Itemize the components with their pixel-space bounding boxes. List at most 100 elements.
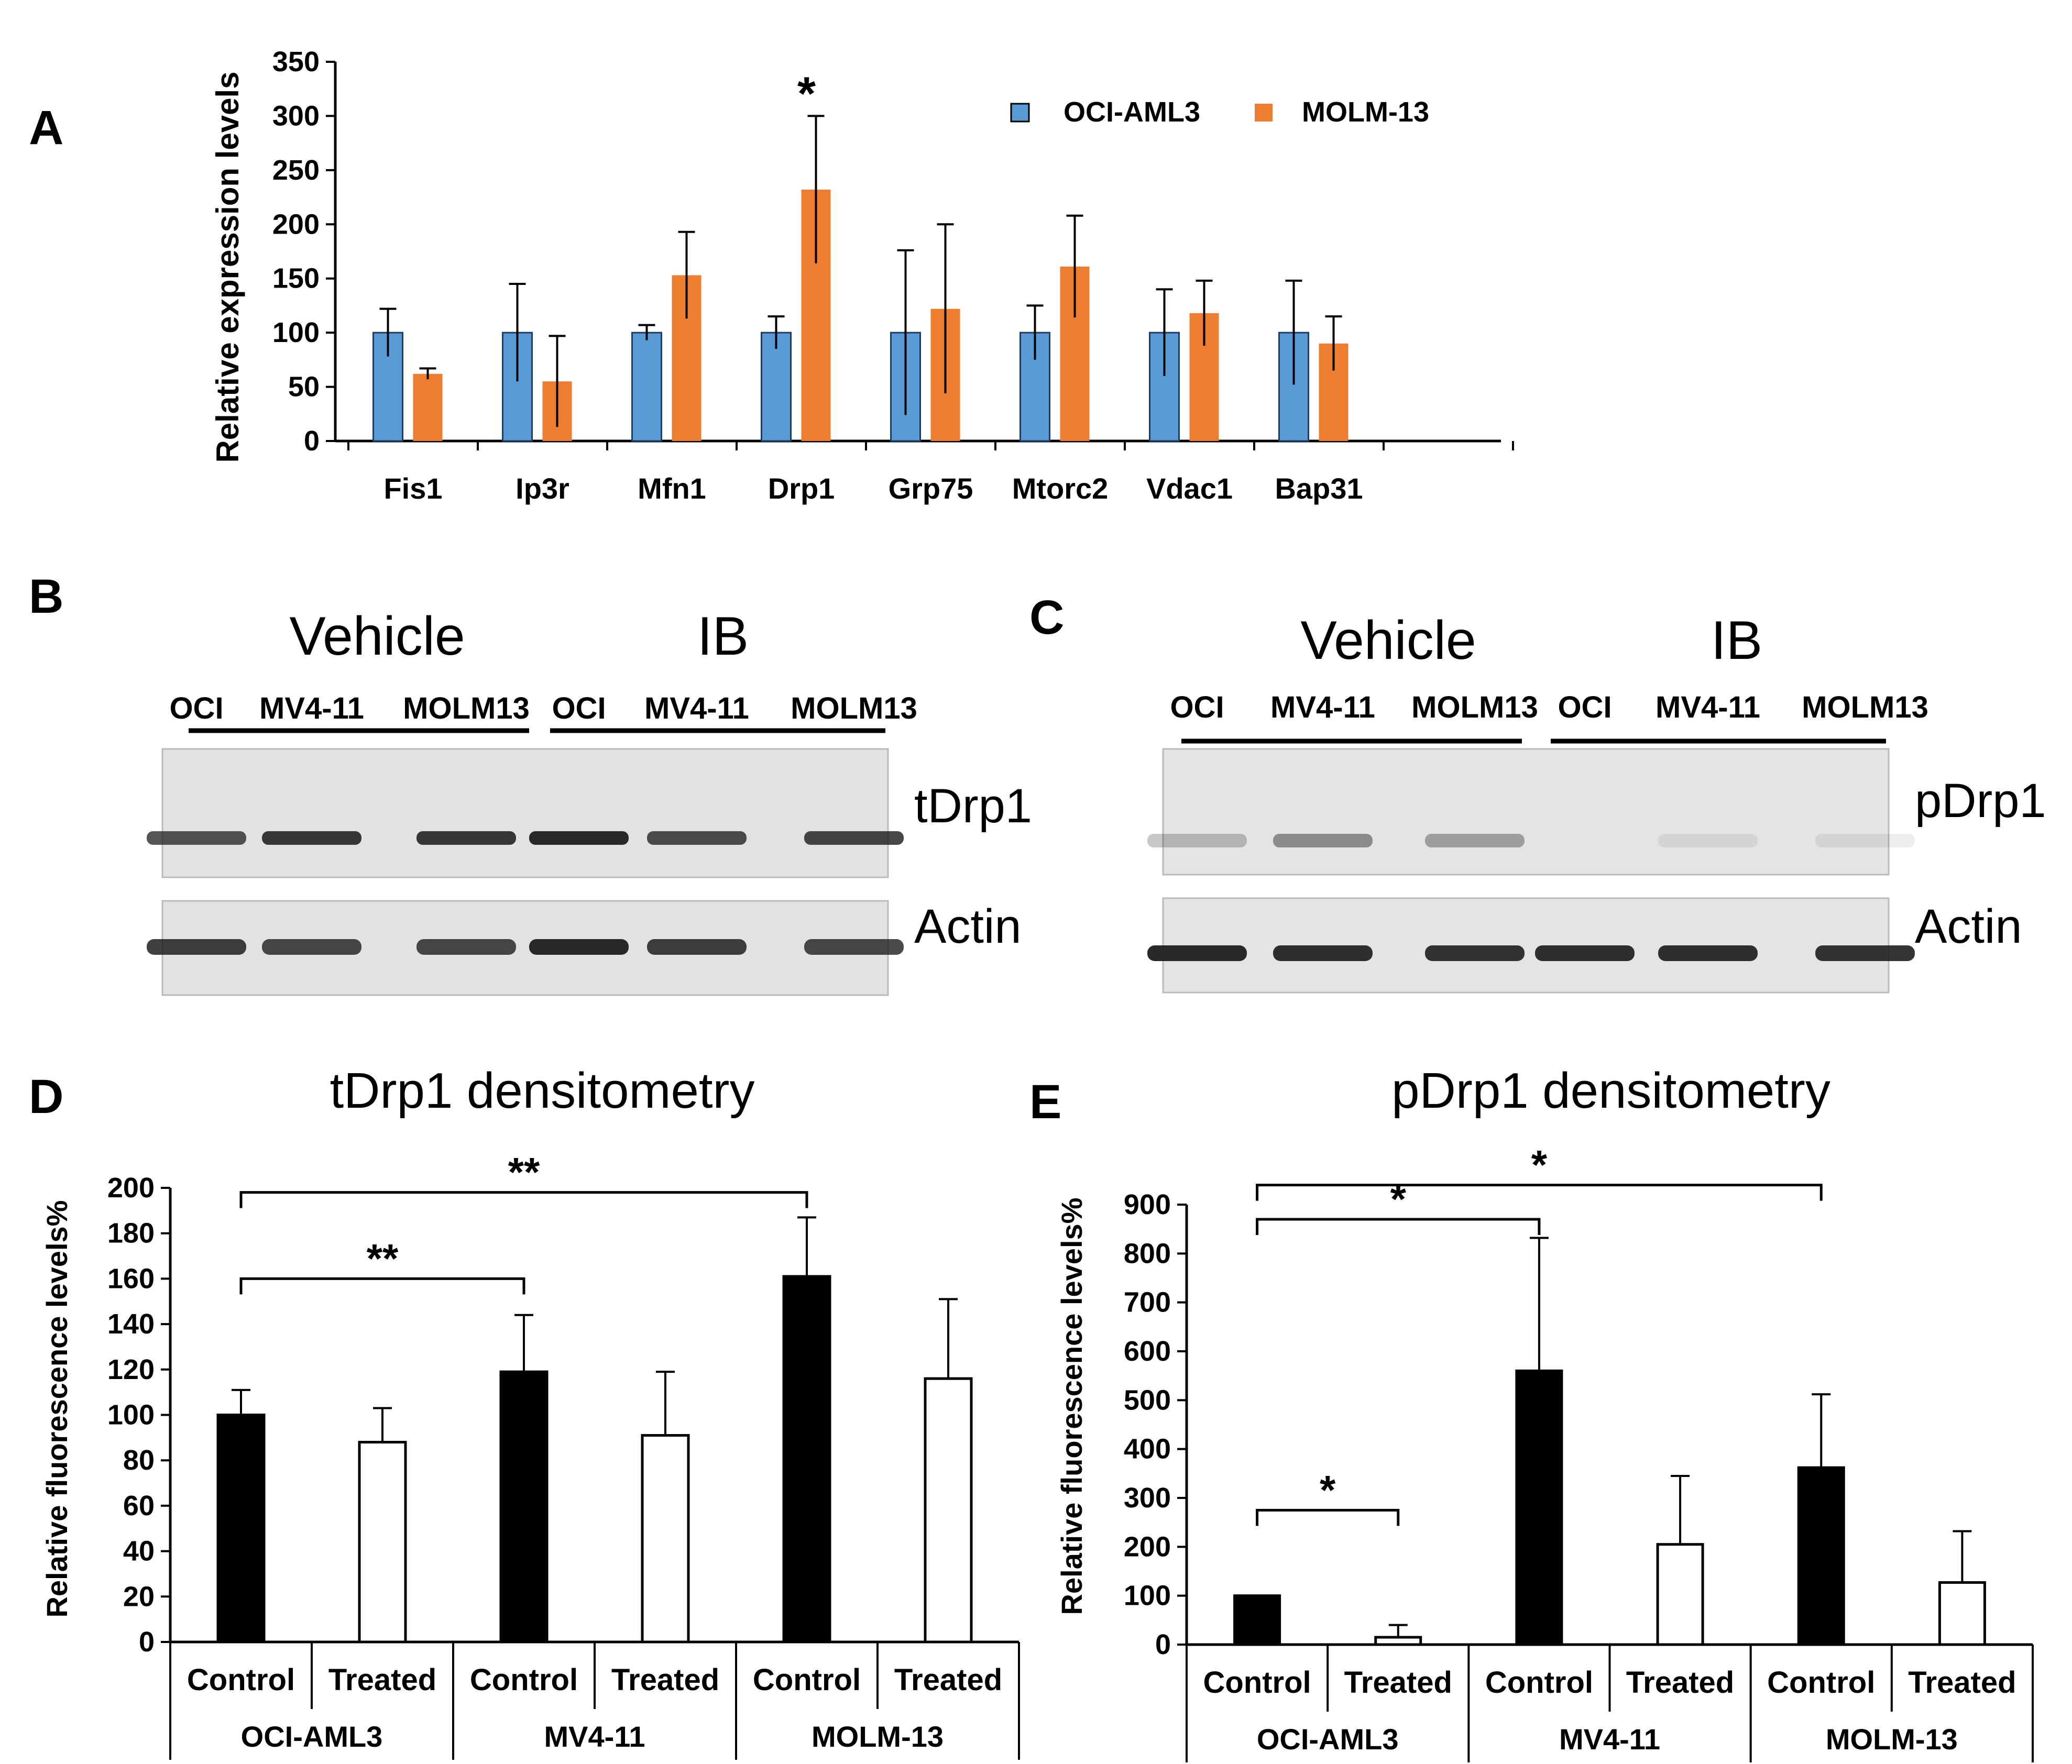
chart-a-ytick-label: 100: [272, 317, 320, 348]
blot-b-band-actin: [529, 939, 629, 955]
blot-c-band-actin: [1815, 945, 1915, 961]
legend-label-molm-13: MOLM-13: [1302, 96, 1429, 128]
chart-d: tDrp1 densitometry Relative fluorescence…: [40, 1063, 1020, 1760]
chart-e-ylabel: Relative fluorescence levels%: [1055, 1198, 1088, 1615]
chart-e-group-label: MV4-11: [1559, 1723, 1660, 1756]
chart-d-ytick-label: 60: [123, 1490, 155, 1522]
blot-c-band-row1: [1815, 834, 1915, 847]
chart-d-category-label: Treated: [894, 1663, 1002, 1697]
chart-e-bar-treated: [1374, 1636, 1422, 1646]
chart-e-significance-label: *: [1390, 1176, 1407, 1222]
chart-a: Relative expression levels 0 50 100 150 200 2…: [210, 46, 1514, 505]
chart-a-category-label: Mtorc2: [1012, 472, 1109, 505]
chart-d-significance-label: **: [367, 1235, 399, 1281]
chart-e: pDrp1 densitometry Relative fluorescence…: [1055, 1063, 2034, 1762]
chart-e-significance-label: *: [1320, 1467, 1336, 1513]
chart-e-significance-bracket: [1256, 1508, 1400, 1526]
blot-b-band-row1: [147, 831, 246, 845]
chart-e-significance-bracket: [1256, 1184, 1823, 1201]
chart-e-group-label: OCI-AML3: [1257, 1723, 1399, 1756]
chart-d-bar-control: [782, 1275, 831, 1644]
blot-b-band-actin: [647, 939, 747, 955]
chart-a-category-label: Ip3r: [516, 472, 569, 505]
chart-e-category-label: Control: [1767, 1666, 1875, 1700]
chart-d-ytick-label: 120: [107, 1354, 155, 1385]
chart-d-ytick-label: 140: [107, 1308, 155, 1340]
blot-c-lane-label: MOLM13: [1802, 690, 1928, 724]
chart-e-bar-treated: [1938, 1581, 1986, 1646]
chart-a-category-label: Bap31: [1275, 472, 1363, 505]
chart-e-category-label: Control: [1485, 1666, 1593, 1700]
blot-c-ib-label: IB: [1711, 610, 1762, 671]
blot-b-lane-label: OCI: [552, 691, 606, 725]
blot-c-membrane-2: [1162, 897, 1890, 994]
chart-e-ytick-label: 800: [1124, 1238, 1171, 1269]
blot-b-lane-label: MOLM13: [403, 691, 530, 725]
chart-e-bar-treated: [1656, 1543, 1704, 1646]
chart-a-category-label: Vdac1: [1146, 472, 1233, 505]
blot-c: Vehicle IB OCI MV4-11 MOLM13 OCI MV4-11 MOLM1…: [1147, 610, 2046, 994]
blot-b-row1-label: tDrp1: [914, 779, 1032, 833]
chart-e-ytick-label: 100: [1124, 1580, 1171, 1612]
chart-e-significance-label: *: [1531, 1142, 1548, 1188]
chart-a-category-label: Drp1: [768, 472, 835, 505]
panel-label-c: C: [1029, 591, 1064, 644]
chart-a-ytick-label: 200: [272, 208, 320, 240]
chart-d-bar-control: [216, 1414, 266, 1644]
blot-c-lane-label: MV4-11: [1270, 690, 1375, 724]
chart-a-ytick-label: 0: [304, 425, 320, 457]
chart-e-group-label: MOLM-13: [1826, 1723, 1958, 1756]
chart-a-category-label: Mfn1: [638, 472, 706, 505]
blot-c-band-row1: [1658, 834, 1758, 847]
chart-e-bar-control: [1797, 1466, 1845, 1646]
blot-b-row2-label: Actin: [914, 900, 1022, 953]
blot-c-band-row1: [1425, 834, 1525, 847]
blot-c-row1-label: pDrp1: [1915, 774, 2046, 828]
chart-d-significance-bracket: [239, 1277, 525, 1295]
chart-a-ytick-label: 150: [272, 263, 320, 294]
blot-b-lane-label: MOLM13: [791, 691, 917, 725]
chart-a-bar-oci-aml3: [1019, 332, 1050, 442]
chart-d-bar-treated: [641, 1434, 690, 1644]
chart-d-ytick-label: 80: [123, 1445, 155, 1476]
blot-b-membrane-1: [161, 748, 889, 878]
chart-a-legend: OCI-AML3 MOLM-13: [1010, 96, 1429, 128]
chart-e-ytick-label: 400: [1124, 1434, 1171, 1465]
chart-d-bar-control: [499, 1370, 549, 1644]
chart-d-category-label: Control: [187, 1663, 295, 1697]
chart-a-ytick-label: 300: [272, 100, 320, 131]
chart-d-ylabel: Relative fluorescence levels%: [40, 1200, 73, 1618]
blot-b-band-row1: [647, 831, 747, 845]
chart-d-category-label: Treated: [328, 1663, 436, 1697]
chart-d-ytick-label: 100: [107, 1399, 155, 1431]
chart-d-ytick-label: 180: [107, 1218, 155, 1249]
chart-e-ytick-label: 500: [1124, 1384, 1171, 1416]
chart-d-significance-bracket: [239, 1191, 808, 1208]
chart-d-category-label: Control: [753, 1663, 861, 1697]
chart-e-ytick-label: 300: [1124, 1482, 1171, 1514]
panel-label-d: D: [29, 1070, 63, 1123]
chart-a-bar-oci-aml3: [631, 332, 662, 442]
chart-a-ytick-label: 250: [272, 155, 320, 186]
chart-e-category-label: Treated: [1626, 1666, 1734, 1700]
chart-a-significance-star: *: [797, 68, 816, 120]
chart-d-ytick-label: 0: [139, 1626, 155, 1658]
chart-d-category-label: Treated: [611, 1663, 719, 1697]
chart-d-ytick-label: 20: [123, 1581, 155, 1612]
blot-b-band-row1: [262, 831, 361, 845]
chart-e-ytick-label: 600: [1124, 1336, 1171, 1367]
chart-e-category-label: Control: [1203, 1666, 1311, 1700]
blot-b-band-actin: [262, 939, 361, 955]
blot-c-band-row1: [1147, 834, 1247, 847]
chart-d-ytick-label: 160: [107, 1263, 155, 1294]
chart-a-category-label: Fis1: [383, 472, 442, 505]
chart-e-bar-control: [1233, 1594, 1281, 1646]
blot-b-band-actin: [147, 939, 246, 955]
blot-c-band-actin: [1425, 945, 1525, 961]
chart-a-ylabel: Relative expression levels: [210, 71, 245, 462]
chart-e-category-label: Treated: [1908, 1666, 2016, 1700]
panel-label-b: B: [29, 570, 63, 623]
blot-c-membrane-1: [1162, 748, 1890, 876]
blot-c-lane-label: MOLM13: [1411, 690, 1538, 724]
